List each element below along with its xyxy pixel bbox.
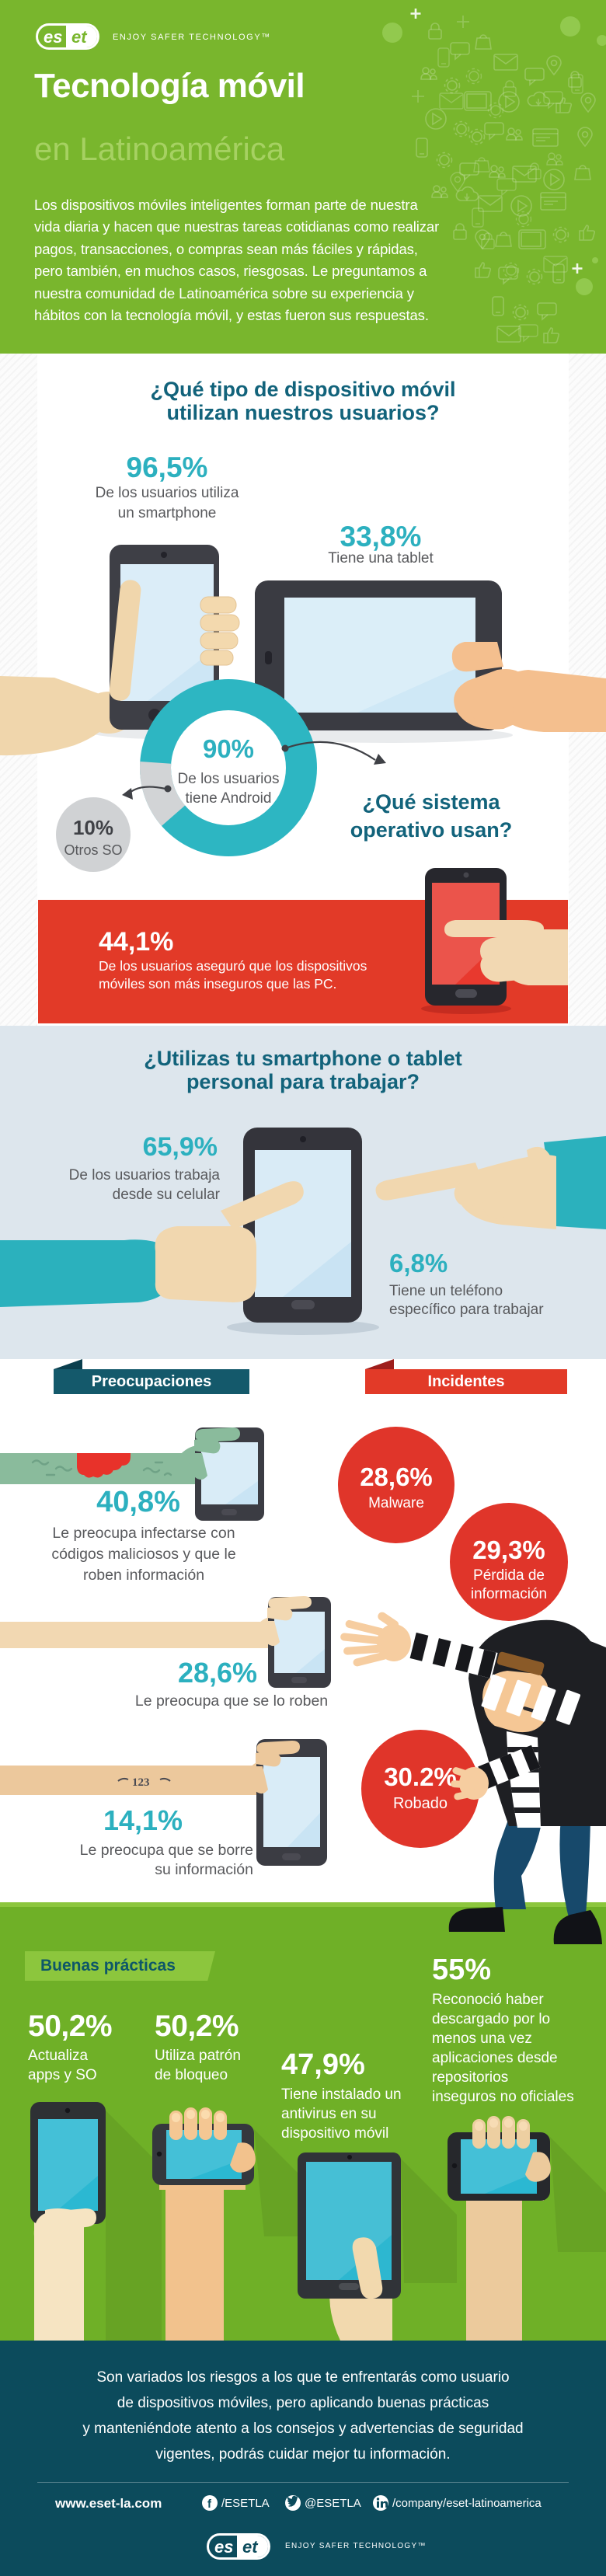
svg-text:/ESETLA: /ESETLA: [221, 2497, 270, 2510]
svg-text:/company/eset-latinoamerica: /company/eset-latinoamerica: [392, 2497, 542, 2510]
svg-text:@ESETLA: @ESETLA: [305, 2497, 361, 2510]
svg-text:123: 123: [132, 1776, 150, 1789]
svg-text:f: f: [207, 2498, 212, 2511]
